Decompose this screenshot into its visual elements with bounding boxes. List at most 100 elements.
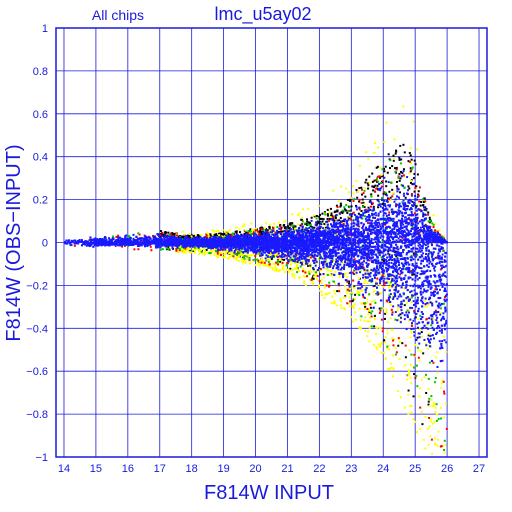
data-point [397,219,400,222]
data-point [159,229,162,232]
data-point [283,220,286,223]
data-point [356,290,359,293]
data-point [237,255,240,258]
data-point [337,268,340,271]
data-point [211,229,214,232]
data-point [324,292,327,295]
data-point [405,220,408,223]
data-point [157,235,160,238]
data-point [281,261,284,264]
data-point [283,224,286,227]
data-point [434,406,437,409]
data-point [414,186,417,189]
data-point [375,178,378,181]
data-point [418,208,421,211]
data-point [240,233,243,236]
data-point [428,361,431,364]
data-point [296,264,299,267]
data-point [413,212,416,215]
data-point [296,267,299,270]
data-point [420,267,423,270]
data-point [230,234,233,237]
data-point [347,282,350,285]
data-point [358,231,361,234]
data-point [382,351,385,354]
data-point [409,336,412,339]
data-point [313,257,316,260]
data-point [398,156,401,159]
data-point [211,249,214,252]
data-point [256,258,259,261]
data-point [382,202,385,205]
data-point [364,305,367,308]
data-point [419,314,422,317]
data-point [385,308,388,311]
data-point [380,182,383,185]
data-point [443,416,446,419]
data-point [432,317,435,320]
data-point [433,421,436,424]
data-point [156,246,159,249]
data-point [339,205,342,208]
data-point [204,252,207,255]
data-point [350,293,353,296]
data-point [348,253,351,256]
data-point [376,175,379,178]
data-point [367,222,370,225]
data-point [254,264,257,267]
data-point [286,249,289,252]
data-point [311,282,314,285]
data-point [234,253,237,256]
data-point [422,201,425,204]
data-point [336,206,339,209]
data-point [309,223,312,226]
data-point [285,233,288,236]
data-point [235,226,238,229]
data-point [397,175,400,178]
data-point [213,233,216,236]
data-point [209,253,212,256]
data-point [294,225,297,228]
data-point [346,288,349,291]
data-point [395,255,398,258]
data-point [243,232,246,235]
data-point [293,267,296,270]
data-point [323,296,326,299]
data-point [311,277,314,280]
data-point [342,262,345,265]
data-point [213,253,216,256]
data-point [274,269,277,272]
data-point [435,256,438,259]
data-point [377,180,380,183]
data-point [320,294,323,297]
data-point [374,280,377,283]
data-point [339,269,342,272]
data-point [426,347,429,350]
data-point [399,210,402,213]
data-point [396,309,399,312]
data-point [383,191,386,194]
data-point [404,196,407,199]
data-point [342,223,345,226]
data-point [419,209,422,212]
data-point [379,344,382,347]
data-point [353,285,356,288]
data-point [393,284,396,287]
data-point [277,269,280,272]
data-point [360,256,363,259]
data-point [408,218,411,221]
data-point [301,220,304,223]
data-point [245,252,248,255]
data-point [276,263,279,266]
data-point [284,245,287,248]
data-point [322,276,325,279]
data-point [276,259,279,262]
data-point [284,226,287,229]
data-point [413,366,416,369]
data-point [426,337,429,340]
data-point [432,213,435,216]
data-point [175,249,178,252]
data-point [321,212,324,215]
data-point [345,187,348,190]
data-point [373,314,376,317]
